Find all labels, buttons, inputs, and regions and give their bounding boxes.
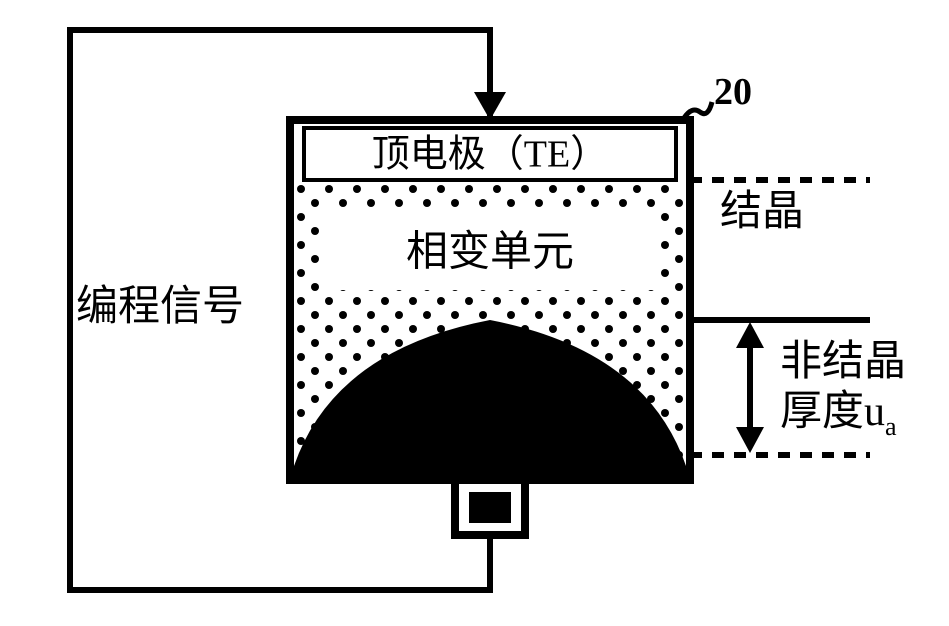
reference-number: 20 [714, 71, 752, 113]
amorphous-label-line1: 非结晶 [780, 339, 906, 385]
amorphous-label-line2: 厚度ua [780, 389, 897, 441]
amorphous-thickness-arrow [736, 322, 764, 453]
reference-leader [684, 102, 712, 118]
programming-signal-label: 编程信号 [76, 284, 244, 330]
phase-change-label: 相变单元 [406, 229, 574, 276]
bottom-electrode-inner [469, 492, 511, 523]
top-electrode-label: 顶电极（TE） [372, 134, 608, 176]
crystalline-label: 结晶 [720, 189, 804, 235]
